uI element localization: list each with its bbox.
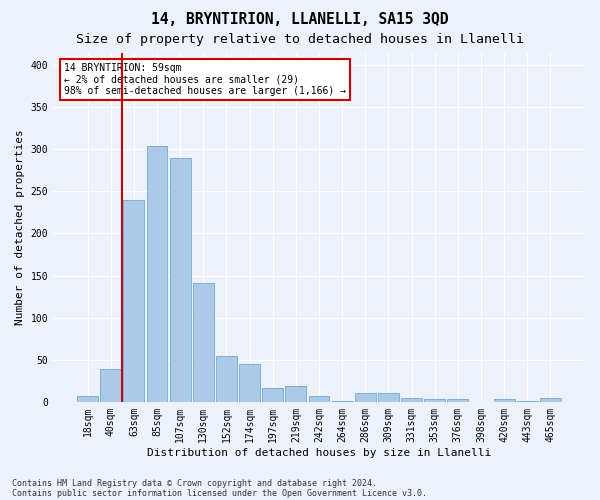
Bar — [124, 200, 145, 402]
Bar — [494, 400, 515, 402]
Text: 14, BRYNTIRION, LLANELLI, SA15 3QD: 14, BRYNTIRION, LLANELLI, SA15 3QD — [151, 12, 449, 28]
X-axis label: Distribution of detached houses by size in Llanelli: Distribution of detached houses by size … — [147, 448, 491, 458]
Bar — [77, 396, 98, 402]
Bar — [239, 364, 260, 402]
Bar — [262, 388, 283, 402]
Bar — [517, 401, 538, 402]
Bar — [286, 386, 306, 402]
Bar — [308, 396, 329, 402]
Bar — [424, 400, 445, 402]
Text: Contains public sector information licensed under the Open Government Licence v3: Contains public sector information licen… — [12, 488, 427, 498]
Bar — [170, 158, 191, 402]
Text: Contains HM Land Registry data © Crown copyright and database right 2024.: Contains HM Land Registry data © Crown c… — [12, 478, 377, 488]
Bar — [100, 369, 121, 402]
Y-axis label: Number of detached properties: Number of detached properties — [15, 130, 25, 325]
Bar — [401, 398, 422, 402]
Text: 14 BRYNTIRION: 59sqm
← 2% of detached houses are smaller (29)
98% of semi-detach: 14 BRYNTIRION: 59sqm ← 2% of detached ho… — [64, 63, 346, 96]
Bar — [378, 394, 399, 402]
Bar — [216, 356, 237, 402]
Text: Size of property relative to detached houses in Llanelli: Size of property relative to detached ho… — [76, 32, 524, 46]
Bar — [332, 401, 353, 402]
Bar — [355, 394, 376, 402]
Bar — [540, 398, 561, 402]
Bar — [193, 283, 214, 402]
Bar — [448, 400, 468, 402]
Bar — [146, 146, 167, 402]
